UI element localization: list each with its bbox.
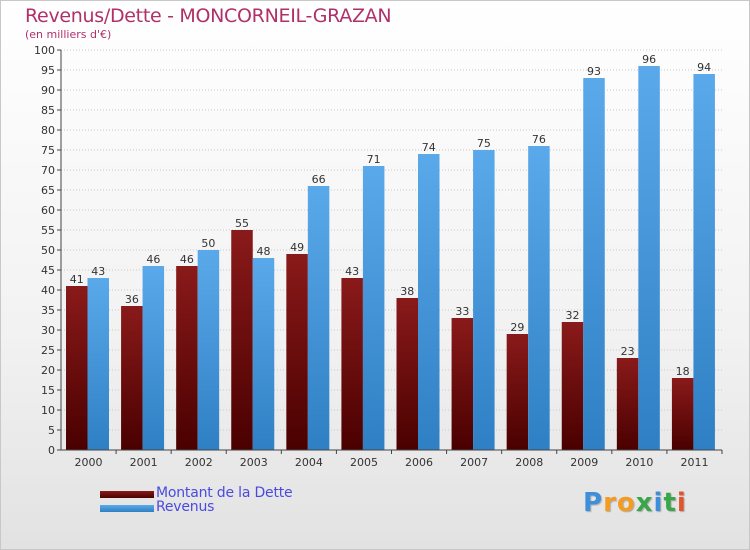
bar-debt (451, 318, 474, 450)
y-tick-label: 80 (41, 124, 55, 137)
logo-letter: P (583, 488, 604, 518)
y-tick-label: 5 (48, 424, 55, 437)
legend-label-revenue: Revenus (156, 499, 215, 515)
legend-label-debt: Montant de la Dette (156, 485, 293, 501)
bar-revenue (583, 78, 605, 450)
bar-revenue (307, 186, 330, 450)
data-label-revenue: 71 (367, 153, 381, 166)
y-tick-label: 55 (41, 224, 55, 237)
y-tick-label: 40 (41, 284, 55, 297)
data-label-debt: 18 (676, 365, 690, 378)
bar-revenue (473, 150, 495, 450)
data-label-revenue: 93 (587, 65, 601, 78)
y-tick-label: 45 (41, 264, 55, 277)
bar-debt (506, 334, 529, 450)
x-tick-label: 2002 (185, 456, 213, 469)
chart-subtitle: (en milliers d'€) (25, 28, 112, 41)
data-label-debt: 32 (566, 309, 580, 322)
data-label-revenue: 66 (312, 173, 326, 186)
data-label-debt: 43 (345, 265, 359, 278)
data-label-revenue: 48 (257, 245, 271, 258)
data-label-debt: 46 (180, 253, 194, 266)
data-label-revenue: 96 (642, 53, 656, 66)
y-tick-label: 70 (41, 164, 55, 177)
legend-swatch-debt (100, 491, 154, 498)
bar-revenue (693, 74, 715, 450)
y-tick-label: 15 (41, 384, 55, 397)
logo-letter: o (616, 488, 636, 518)
data-label-revenue: 94 (697, 61, 711, 74)
bar-debt (396, 298, 418, 450)
bar-debt (616, 358, 639, 450)
data-label-revenue: 43 (91, 265, 105, 278)
data-label-debt: 49 (290, 241, 304, 254)
data-label-debt: 23 (621, 345, 635, 358)
bar-debt (176, 266, 198, 450)
logo-letter: i (676, 488, 687, 518)
y-tick-label: 60 (41, 204, 55, 217)
data-label-revenue: 74 (422, 141, 436, 154)
data-label-debt: 33 (455, 305, 469, 318)
bar-revenue (142, 266, 165, 450)
logo-letter: x (635, 488, 654, 518)
bar-debt (121, 306, 143, 450)
bar-debt (286, 254, 308, 450)
x-tick-label: 2000 (75, 456, 103, 469)
data-label-debt: 41 (70, 273, 84, 286)
bar-revenue (197, 250, 220, 450)
chart-title: Revenus/Dette - MONCORNEIL-GRAZAN (25, 5, 392, 27)
data-label-debt: 55 (235, 217, 249, 230)
x-tick-label: 2010 (625, 456, 653, 469)
bar-debt (231, 230, 253, 450)
y-tick-label: 90 (41, 84, 55, 97)
data-label-debt: 29 (510, 321, 524, 334)
bar-debt (66, 286, 88, 450)
x-tick-label: 2011 (680, 456, 708, 469)
bar-revenue (252, 258, 275, 450)
x-tick-label: 2001 (130, 456, 158, 469)
proxiti-logo: Proxiti (583, 488, 687, 518)
y-tick-label: 95 (41, 64, 55, 77)
bar-revenue (638, 66, 660, 450)
logo-letter: i (653, 488, 664, 518)
logo-letter: r (603, 488, 617, 518)
bar-revenue (418, 154, 440, 450)
bar-revenue (362, 166, 385, 450)
bar-revenue (87, 278, 109, 450)
y-tick-label: 75 (41, 144, 55, 157)
y-tick-label: 0 (48, 444, 55, 457)
y-tick-label: 100 (34, 44, 55, 57)
x-tick-label: 2009 (570, 456, 598, 469)
x-tick-label: 2004 (295, 456, 323, 469)
x-tick-label: 2008 (515, 456, 543, 469)
data-label-revenue: 75 (477, 137, 491, 150)
y-tick-label: 35 (41, 304, 55, 317)
y-tick-label: 50 (41, 244, 55, 257)
y-tick-label: 85 (41, 104, 55, 117)
logo-letter: t (663, 488, 677, 518)
legend-swatch-revenue (100, 505, 154, 512)
y-tick-label: 20 (41, 364, 55, 377)
bar-debt (561, 322, 584, 450)
data-label-debt: 36 (125, 293, 139, 306)
bar-debt (671, 378, 694, 450)
x-tick-label: 2005 (350, 456, 378, 469)
data-label-revenue: 46 (146, 253, 160, 266)
x-tick-label: 2006 (405, 456, 433, 469)
bar-revenue (528, 146, 550, 450)
bar-debt (341, 278, 363, 450)
data-label-debt: 38 (400, 285, 414, 298)
y-tick-label: 10 (41, 404, 55, 417)
y-tick-label: 30 (41, 324, 55, 337)
x-tick-label: 2007 (460, 456, 488, 469)
y-tick-label: 25 (41, 344, 55, 357)
y-tick-label: 65 (41, 184, 55, 197)
data-label-revenue: 50 (201, 237, 215, 250)
x-tick-label: 2003 (240, 456, 268, 469)
data-label-revenue: 76 (532, 133, 546, 146)
